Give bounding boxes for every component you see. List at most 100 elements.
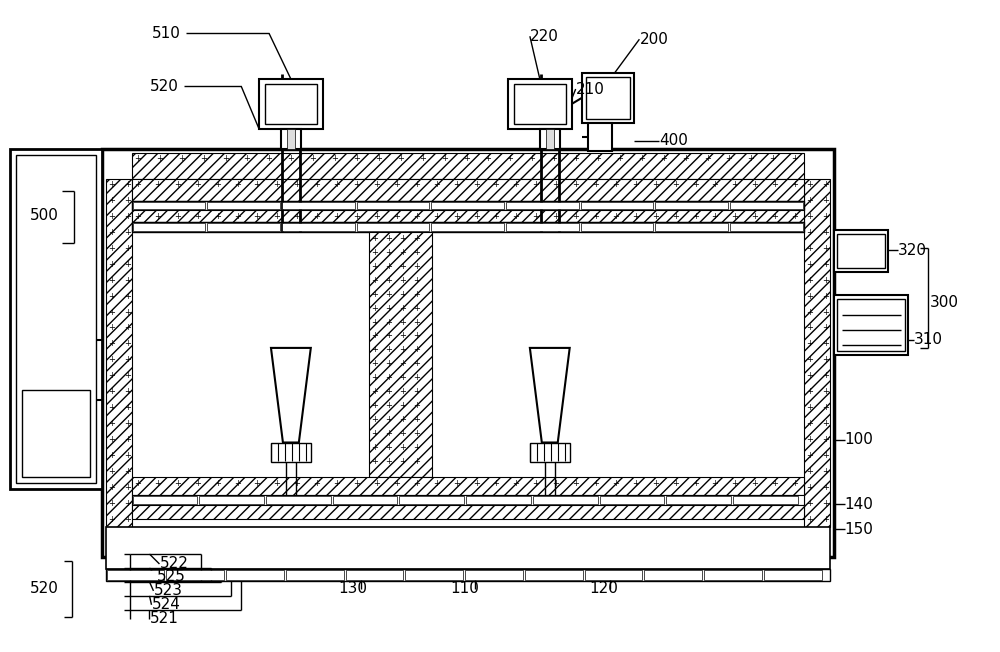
Text: +: + bbox=[806, 355, 813, 364]
Text: 120: 120 bbox=[590, 582, 618, 597]
Text: +: + bbox=[806, 483, 813, 492]
Text: +: + bbox=[371, 429, 378, 438]
Text: +: + bbox=[572, 212, 579, 221]
Text: +: + bbox=[373, 479, 380, 488]
Text: +: + bbox=[108, 451, 115, 460]
Bar bbox=[834, 295, 908, 355]
Text: +: + bbox=[385, 387, 392, 396]
Bar bbox=[346, 570, 403, 580]
Bar bbox=[431, 224, 504, 231]
Bar bbox=[132, 505, 804, 519]
Bar bbox=[132, 477, 804, 496]
Text: +: + bbox=[413, 331, 420, 340]
Text: +: + bbox=[453, 212, 460, 221]
Text: +: + bbox=[712, 180, 719, 189]
Text: +: + bbox=[751, 180, 758, 189]
Bar bbox=[586, 77, 630, 119]
Text: +: + bbox=[473, 479, 480, 488]
Bar bbox=[530, 443, 570, 462]
Text: +: + bbox=[222, 155, 229, 163]
Text: +: + bbox=[652, 180, 659, 189]
Bar bbox=[106, 179, 132, 527]
Bar bbox=[271, 443, 311, 462]
Text: +: + bbox=[822, 435, 829, 444]
Text: +: + bbox=[124, 435, 131, 444]
Text: +: + bbox=[463, 155, 470, 163]
Text: +: + bbox=[532, 180, 539, 189]
Text: +: + bbox=[806, 259, 813, 269]
Text: +: + bbox=[433, 180, 440, 189]
Text: +: + bbox=[632, 479, 639, 488]
Text: +: + bbox=[612, 212, 619, 221]
Text: +: + bbox=[413, 359, 420, 368]
Text: 110: 110 bbox=[450, 582, 479, 597]
Text: +: + bbox=[393, 180, 400, 189]
Bar bbox=[199, 496, 264, 504]
Text: +: + bbox=[485, 155, 491, 163]
Text: 140: 140 bbox=[845, 497, 873, 512]
Text: +: + bbox=[493, 479, 499, 488]
Text: +: + bbox=[174, 479, 181, 488]
Text: +: + bbox=[124, 387, 131, 396]
Text: +: + bbox=[371, 289, 378, 299]
Text: +: + bbox=[751, 479, 758, 488]
Text: +: + bbox=[528, 155, 535, 163]
Text: +: + bbox=[393, 212, 400, 221]
Bar bbox=[431, 201, 504, 209]
Text: +: + bbox=[473, 212, 480, 221]
Polygon shape bbox=[530, 348, 570, 443]
Text: +: + bbox=[822, 419, 829, 428]
Bar bbox=[600, 496, 664, 504]
Text: +: + bbox=[822, 340, 829, 348]
Text: +: + bbox=[254, 479, 260, 488]
Text: +: + bbox=[134, 479, 141, 488]
Bar bbox=[333, 496, 397, 504]
Text: +: + bbox=[371, 374, 378, 382]
Text: +: + bbox=[108, 212, 115, 221]
Text: +: + bbox=[552, 180, 559, 189]
Text: +: + bbox=[399, 415, 406, 424]
Text: +: + bbox=[806, 371, 813, 380]
Bar bbox=[207, 224, 280, 231]
Text: +: + bbox=[594, 155, 601, 163]
Text: +: + bbox=[822, 499, 829, 508]
Bar bbox=[514, 84, 566, 124]
Bar bbox=[259, 79, 323, 129]
Text: +: + bbox=[124, 244, 131, 253]
Text: +: + bbox=[806, 244, 813, 253]
Text: +: + bbox=[822, 196, 829, 205]
Text: +: + bbox=[399, 276, 406, 285]
Text: +: + bbox=[791, 180, 798, 189]
Text: 220: 220 bbox=[530, 29, 559, 44]
Text: +: + bbox=[413, 443, 420, 452]
Text: +: + bbox=[532, 212, 539, 221]
Text: +: + bbox=[371, 318, 378, 327]
Bar bbox=[540, 129, 560, 149]
Bar bbox=[546, 129, 554, 149]
Bar bbox=[588, 123, 612, 151]
Text: +: + bbox=[108, 308, 115, 317]
Bar bbox=[508, 79, 572, 129]
Text: +: + bbox=[572, 180, 579, 189]
Text: 522: 522 bbox=[159, 556, 188, 572]
Text: +: + bbox=[791, 212, 798, 221]
Text: +: + bbox=[453, 180, 460, 189]
Text: +: + bbox=[692, 212, 699, 221]
Bar bbox=[133, 496, 197, 504]
Text: +: + bbox=[124, 180, 131, 189]
Text: +: + bbox=[385, 359, 392, 368]
Text: +: + bbox=[385, 304, 392, 312]
Bar bbox=[465, 570, 523, 580]
Text: 130: 130 bbox=[339, 582, 368, 597]
Text: +: + bbox=[822, 276, 829, 285]
Text: +: + bbox=[822, 483, 829, 492]
Text: +: + bbox=[124, 371, 131, 380]
Text: +: + bbox=[194, 479, 201, 488]
Text: +: + bbox=[712, 479, 719, 488]
Text: +: + bbox=[313, 479, 320, 488]
Text: +: + bbox=[413, 212, 420, 221]
Text: +: + bbox=[822, 291, 829, 301]
Text: +: + bbox=[293, 180, 300, 189]
Bar bbox=[655, 224, 728, 231]
Text: +: + bbox=[806, 403, 813, 412]
